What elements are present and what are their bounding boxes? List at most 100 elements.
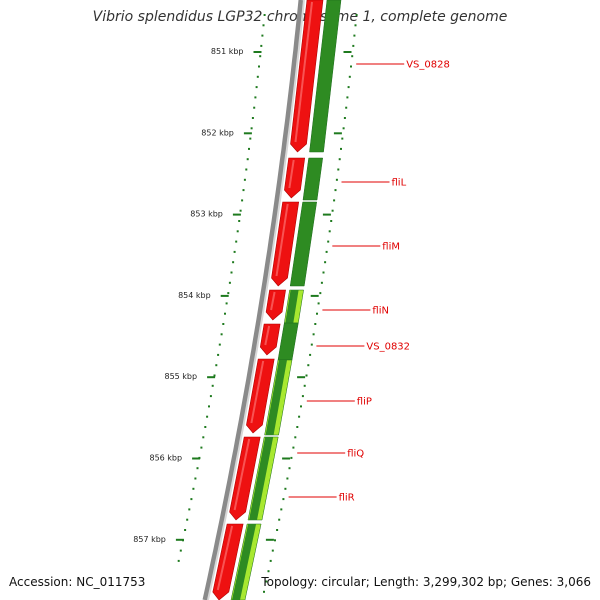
genome-summary: Topology: circular; Length: 3,299,302 bp… (261, 575, 591, 589)
minor-tick (222, 323, 225, 325)
forward-gene-block (302, 157, 323, 201)
kbp-tick-right (333, 132, 342, 135)
minor-tick (261, 34, 264, 37)
minor-tick (250, 127, 253, 130)
minor-tick (263, 14, 266, 16)
forward-gene-overlay (232, 524, 257, 600)
backbone-line (202, 0, 304, 600)
minor-tick (355, 14, 358, 16)
minor-tick (314, 323, 317, 325)
minor-tick (271, 549, 274, 552)
minor-tick (345, 106, 348, 109)
kbp-tick-right (310, 294, 319, 297)
minor-tick (312, 333, 315, 336)
kbp-tick (192, 457, 201, 460)
gene-label-flip: fliP (357, 397, 372, 408)
gene-label-vs_0832: VS_0832 (366, 342, 410, 353)
minor-tick (316, 312, 318, 315)
minor-tick (243, 178, 246, 181)
minor-tick (255, 86, 258, 89)
minor-tick (228, 281, 231, 284)
reverse-gene-arrow (265, 289, 286, 321)
forward-gene-overlay (265, 360, 287, 435)
forward-gene-overlay (249, 437, 274, 520)
minor-tick (227, 292, 230, 295)
minor-tick (225, 302, 228, 305)
reverse-gene-shine (270, 291, 276, 311)
minor-tick (224, 312, 226, 315)
minor-tick (260, 44, 263, 47)
minor-tick (298, 415, 301, 418)
reverse-gene-shine (233, 438, 251, 511)
minor-tick (241, 199, 244, 202)
kbp-label: 851 kbp (211, 47, 244, 56)
minor-tick (334, 189, 337, 192)
minor-tick (305, 374, 308, 377)
kbp-label: 855 kbp (164, 372, 197, 381)
minor-tick (262, 24, 265, 27)
kbp-tick (243, 132, 252, 135)
minor-tick (179, 549, 182, 552)
minor-tick (327, 240, 330, 243)
minor-tick (335, 178, 338, 181)
reverse-gene-arrow (259, 323, 281, 356)
minor-tick (278, 518, 281, 521)
minor-tick (253, 106, 256, 109)
reverse-gene-shine (288, 159, 295, 189)
minor-tick (259, 55, 262, 58)
minor-tick (254, 96, 257, 99)
forward-gene-block (277, 322, 299, 361)
kbp-label: 856 kbp (149, 454, 182, 463)
minor-tick (245, 168, 248, 171)
kbp-label: 852 kbp (201, 128, 234, 137)
kbp-tick-right (322, 213, 331, 216)
minor-tick (204, 426, 207, 428)
minor-tick (286, 477, 289, 480)
minor-tick (347, 86, 350, 89)
minor-tick (352, 44, 355, 47)
minor-tick (346, 96, 349, 99)
kbp-tick (220, 294, 229, 297)
backbone-track (202, 0, 305, 600)
minor-tick (232, 261, 235, 264)
forward-gene-overlay (285, 290, 299, 323)
minor-tick (296, 426, 299, 428)
minor-tick (288, 467, 291, 470)
minor-tick (276, 529, 279, 531)
minor-tick (309, 353, 312, 356)
minor-tick (310, 343, 313, 346)
minor-tick (269, 559, 272, 562)
accession-label: Accession: NC_011753 (9, 575, 146, 589)
minor-tick (235, 240, 238, 243)
minor-tick (265, 580, 268, 583)
minor-tick (331, 209, 334, 212)
minor-tick (190, 498, 193, 501)
gene-label-flim: fliM (382, 242, 400, 253)
kbp-tick (207, 376, 216, 379)
minor-tick (342, 127, 345, 130)
minor-tick (320, 281, 323, 284)
reverse-gene-shine (275, 203, 289, 277)
reverse-gene-shine (216, 525, 234, 591)
minor-tick (350, 65, 352, 68)
minor-tick (267, 570, 270, 573)
minor-tick (274, 539, 276, 542)
minor-tick (192, 487, 195, 490)
reverse-strand-track (212, 0, 324, 600)
minor-tick (324, 261, 327, 264)
minor-tick (333, 199, 336, 202)
minor-tick (280, 508, 283, 511)
kbp-tick-right (265, 538, 274, 541)
forward-strand-track (230, 0, 342, 600)
minor-tick (236, 230, 239, 233)
minor-tick (188, 508, 191, 511)
minor-tick (249, 137, 252, 140)
minor-tick (194, 477, 197, 480)
minor-tick (290, 456, 293, 459)
minor-tick (354, 24, 357, 27)
gene-label-fliq: fliQ (347, 449, 364, 460)
minor-tick (256, 75, 259, 78)
minor-tick (184, 529, 187, 531)
minor-tick (202, 436, 205, 439)
